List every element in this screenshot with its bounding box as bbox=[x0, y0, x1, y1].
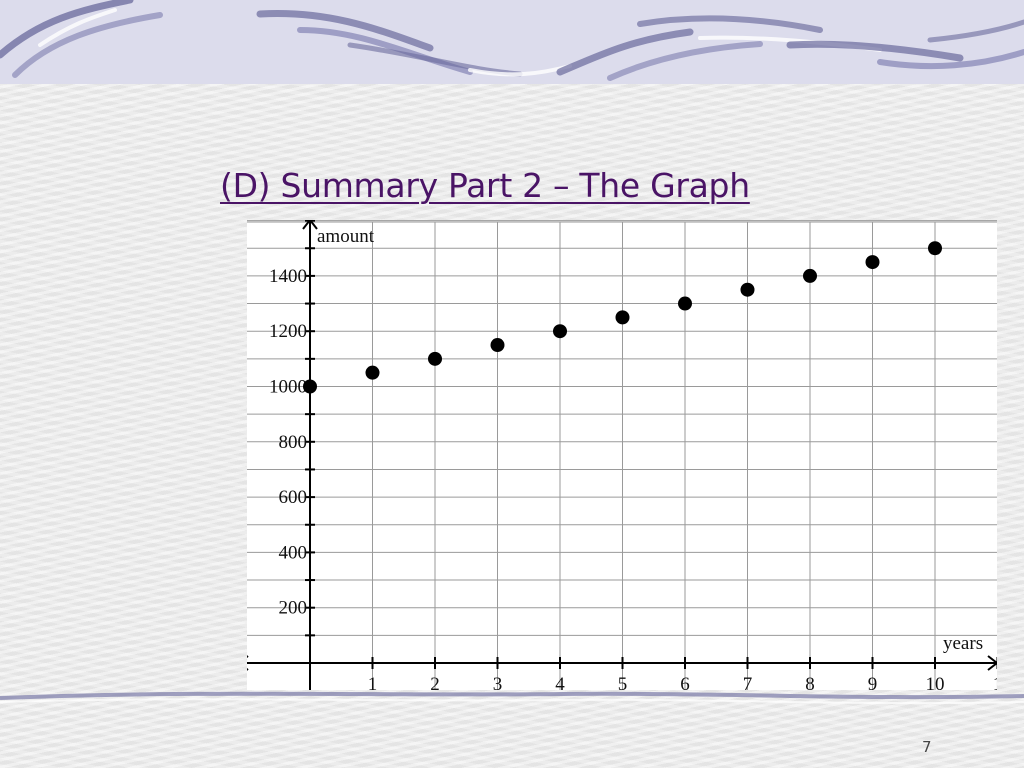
x-axis-label: years bbox=[943, 633, 983, 654]
y-tick-label: 1400 bbox=[269, 266, 307, 287]
data-point bbox=[428, 351, 442, 366]
y-axis-arrow-icon bbox=[302, 220, 318, 230]
data-point bbox=[740, 282, 755, 297]
chart-ticks: 200 400 600 800 1000 1200 1400 1 2 3 4 5 6 7 8 9 10 1 bbox=[269, 220, 997, 690]
chart-points bbox=[303, 241, 942, 394]
x-tick-label: 4 bbox=[555, 674, 565, 690]
swoosh-decoration-icon bbox=[0, 0, 1024, 81]
data-point bbox=[365, 365, 380, 380]
data-point bbox=[303, 379, 317, 394]
y-tick-label: 200 bbox=[279, 598, 308, 619]
decorative-banner bbox=[0, 0, 1024, 84]
chart-grid bbox=[247, 220, 997, 690]
data-point bbox=[678, 296, 692, 311]
slide-title: (D) Summary Part 2 – The Graph bbox=[220, 166, 750, 205]
page-number: 7 bbox=[922, 738, 932, 756]
y-axis-label: amount bbox=[317, 226, 375, 247]
data-point bbox=[928, 241, 942, 256]
x-tick-label: 2 bbox=[430, 674, 440, 690]
y-tick-label: 800 bbox=[279, 432, 308, 453]
data-point bbox=[615, 310, 630, 325]
y-tick-label: 1000 bbox=[269, 377, 307, 398]
x-tick-label: 1 bbox=[368, 674, 378, 690]
x-tick-label: 9 bbox=[868, 674, 878, 690]
chart-canvas: 200 400 600 800 1000 1200 1400 1 2 3 4 5 6 7 8 9 10 1 amo… bbox=[247, 220, 997, 690]
x-tick-label: 5 bbox=[618, 674, 628, 690]
data-point bbox=[803, 268, 817, 283]
x-tick-label: 7 bbox=[743, 674, 753, 690]
y-tick-label: 600 bbox=[279, 487, 308, 508]
x-axis-arrow-icon bbox=[987, 655, 997, 671]
y-tick-label: 1200 bbox=[269, 321, 307, 342]
x-tick-label: 6 bbox=[680, 674, 690, 690]
y-tick-label: 400 bbox=[279, 542, 308, 563]
data-point bbox=[865, 255, 880, 270]
swoosh-line-icon bbox=[0, 691, 1024, 705]
data-point bbox=[553, 324, 567, 339]
x-tick-label: 8 bbox=[805, 674, 815, 690]
x-tick-label: 1 bbox=[993, 674, 997, 690]
x-tick-label: 3 bbox=[493, 674, 503, 690]
data-point bbox=[490, 338, 505, 353]
x-tick-label: 10 bbox=[926, 674, 945, 690]
bottom-swoosh bbox=[0, 688, 1024, 708]
scatter-chart: 200 400 600 800 1000 1200 1400 1 2 3 4 5 6 7 8 9 10 1 amo… bbox=[247, 220, 997, 690]
